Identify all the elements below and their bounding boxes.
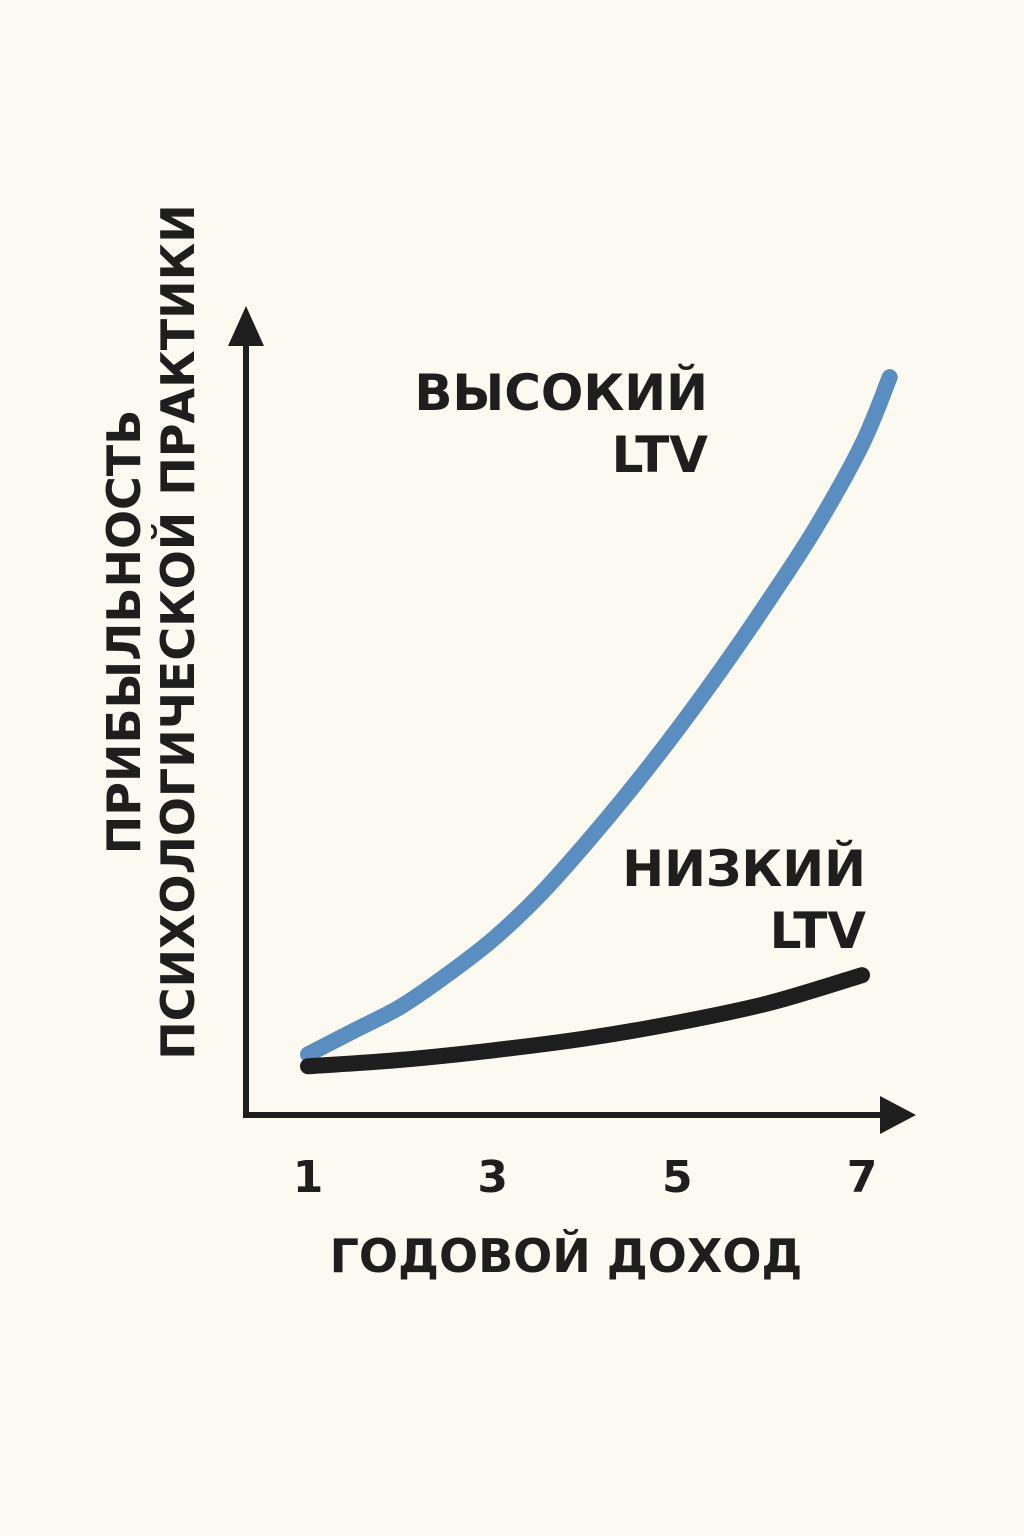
- x-axis-title: ГОДОВОЙ ДОХОД: [330, 1229, 803, 1283]
- series-label-high-line-2: LTV: [612, 426, 709, 484]
- y-axis-title-line-2: ПСИХОЛОГИЧЕСКОЙ ПРАКТИКИ: [151, 204, 205, 1059]
- x-tick-label-1: 1: [293, 1152, 324, 1203]
- x-tick-label-3: 3: [477, 1152, 508, 1203]
- series-label-high-line-1: ВЫСОКИЙ: [414, 363, 708, 422]
- x-tick-label-7: 7: [847, 1152, 878, 1203]
- axes: [228, 306, 916, 1134]
- series-line-low-ltv: [300, 967, 870, 1075]
- y-axis-title-line-1: ПРИБЫЛЬНОСТЬ: [97, 410, 151, 855]
- x-axis-arrow: [880, 1096, 916, 1134]
- series-label-low-line-2: LTV: [770, 902, 867, 960]
- x-tick-label-5: 5: [662, 1152, 693, 1203]
- y-axis-arrow: [228, 306, 264, 346]
- series-label-low-line-1: НИЗКИЙ: [622, 839, 866, 898]
- series-layer: [300, 369, 898, 1075]
- series-line-high-ltv: [300, 369, 898, 1063]
- x-tick-labels: 1 3 5 7: [293, 1152, 878, 1203]
